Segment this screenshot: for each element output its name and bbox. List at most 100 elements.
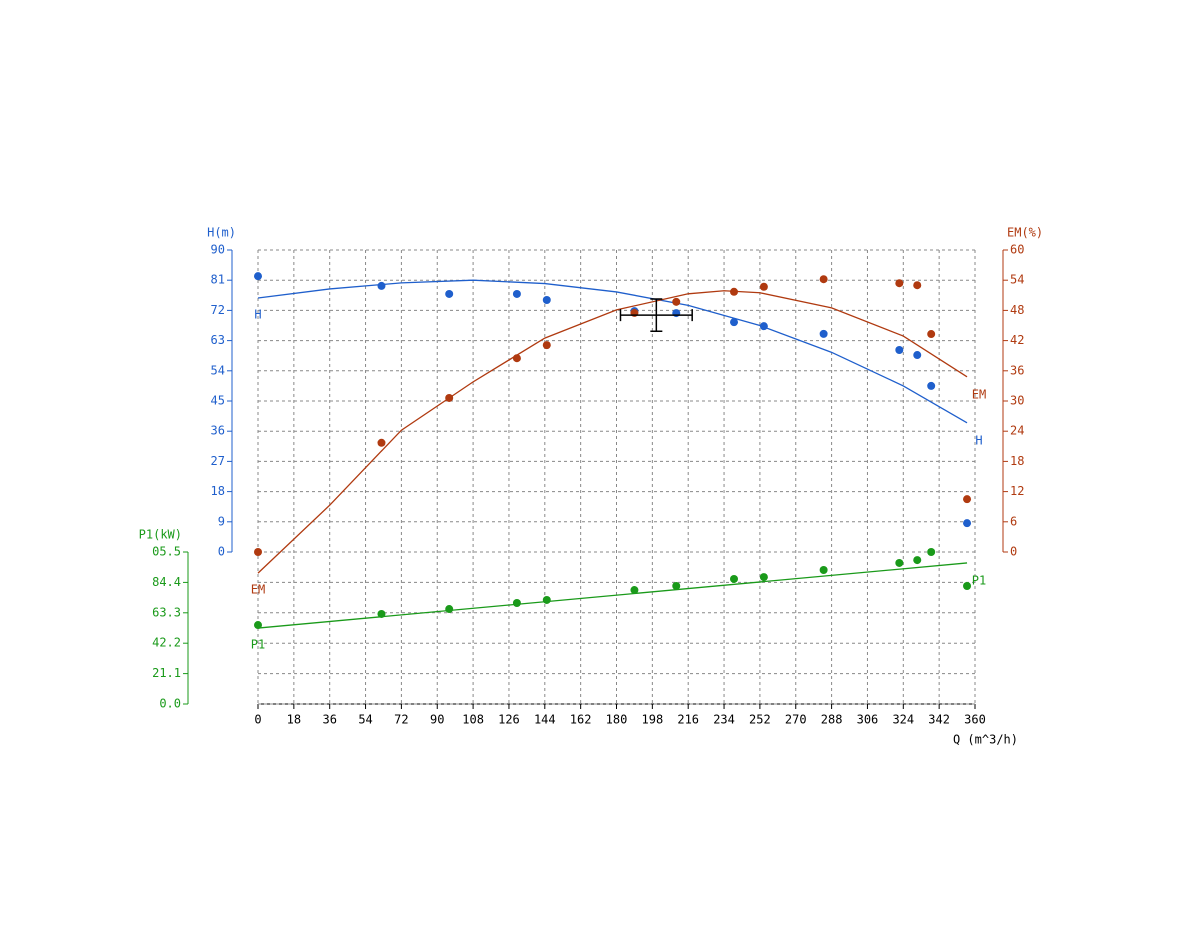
data-point bbox=[895, 558, 904, 567]
data-point bbox=[927, 330, 936, 339]
x-tick-label: 288 bbox=[821, 713, 843, 727]
data-point bbox=[542, 595, 551, 604]
y-tick-label: 45 bbox=[211, 394, 225, 408]
y-axis-title: H(m) bbox=[207, 226, 236, 240]
data-point bbox=[672, 297, 681, 306]
data-point bbox=[759, 322, 768, 331]
y-tick-label: 18 bbox=[211, 484, 225, 498]
x-tick-label: 72 bbox=[394, 713, 408, 727]
data-point bbox=[630, 586, 639, 595]
x-tick-label: 180 bbox=[606, 713, 628, 727]
curve-label: EM bbox=[251, 583, 265, 597]
data-point bbox=[759, 282, 768, 291]
y-tick-label: 42 bbox=[1010, 333, 1024, 347]
data-point bbox=[895, 345, 904, 354]
data-point bbox=[963, 582, 972, 591]
x-tick-label: 108 bbox=[462, 713, 484, 727]
x-tick-label: 90 bbox=[430, 713, 444, 727]
curve-label: H bbox=[975, 433, 982, 447]
y-axis-title: EM(%) bbox=[1007, 226, 1043, 240]
x-tick-label: 252 bbox=[749, 713, 771, 727]
x-tick-label: 126 bbox=[498, 713, 520, 727]
x-tick-label: 18 bbox=[287, 713, 301, 727]
data-point bbox=[254, 272, 262, 281]
data-point bbox=[445, 393, 454, 402]
y-tick-label: 0.0 bbox=[159, 697, 181, 711]
y-tick-label: 05.5 bbox=[152, 545, 181, 559]
y-tick-label: 81 bbox=[211, 273, 225, 287]
data-point bbox=[759, 573, 768, 582]
data-point bbox=[542, 341, 551, 350]
data-point bbox=[730, 318, 739, 327]
y-tick-label: 84.4 bbox=[152, 575, 181, 589]
y-tick-label: 60 bbox=[1010, 243, 1024, 257]
y-tick-label: 63.3 bbox=[152, 605, 181, 619]
y-tick-label: 27 bbox=[211, 454, 225, 468]
y-tick-label: 42.2 bbox=[152, 636, 181, 650]
data-point bbox=[819, 329, 828, 338]
data-point bbox=[512, 289, 521, 298]
data-point bbox=[672, 582, 681, 591]
data-point bbox=[445, 605, 454, 614]
data-point bbox=[963, 495, 972, 504]
fit-curve bbox=[257, 279, 968, 424]
data-point bbox=[730, 287, 739, 296]
x-tick-label: 54 bbox=[358, 713, 372, 727]
data-point bbox=[913, 556, 922, 565]
y-tick-label: 0 bbox=[218, 545, 225, 559]
curve-label: EM bbox=[972, 387, 986, 401]
y-tick-label: 72 bbox=[211, 303, 225, 317]
fit-curve bbox=[257, 290, 968, 574]
x-tick-label: 360 bbox=[964, 713, 986, 727]
y-tick-label: 30 bbox=[1010, 394, 1024, 408]
y-tick-label: 90 bbox=[211, 243, 225, 257]
y-tick-label: 0 bbox=[1010, 545, 1017, 559]
x-tick-label: 234 bbox=[713, 713, 735, 727]
data-point bbox=[254, 621, 262, 630]
x-tick-label: 306 bbox=[857, 713, 879, 727]
y-tick-label: 9 bbox=[218, 514, 225, 528]
y-tick-label: 54 bbox=[1010, 273, 1024, 287]
data-point bbox=[377, 438, 386, 447]
data-point bbox=[927, 548, 936, 556]
data-point bbox=[819, 566, 828, 575]
duty-point-y-error bbox=[650, 298, 663, 332]
data-point bbox=[512, 599, 521, 608]
curve-label: P1 bbox=[972, 573, 986, 587]
x-tick-label: 144 bbox=[534, 713, 556, 727]
y-tick-label: 12 bbox=[1010, 484, 1024, 498]
data-point bbox=[445, 289, 454, 298]
y-tick-label: 48 bbox=[1010, 303, 1024, 317]
y-axis-title: P1(kW) bbox=[139, 528, 182, 542]
data-point bbox=[819, 275, 828, 284]
x-tick-label: 0 bbox=[254, 713, 261, 727]
curve-label: P1 bbox=[251, 638, 265, 652]
x-axis-title: Q (m^3/h) bbox=[953, 733, 1018, 747]
data-point bbox=[927, 381, 936, 390]
data-point bbox=[542, 295, 551, 304]
x-tick-label: 162 bbox=[570, 713, 592, 727]
data-point bbox=[672, 309, 681, 318]
x-tick-label: 198 bbox=[642, 713, 664, 727]
data-point bbox=[377, 281, 386, 290]
y-tick-label: 24 bbox=[1010, 424, 1024, 438]
data-point bbox=[963, 519, 972, 528]
data-point bbox=[254, 548, 262, 556]
x-tick-label: 342 bbox=[928, 713, 950, 727]
curve-label: H bbox=[254, 307, 261, 321]
fit-curve bbox=[257, 562, 968, 629]
y-tick-label: 54 bbox=[211, 363, 225, 377]
x-tick-label: 216 bbox=[677, 713, 699, 727]
data-point bbox=[730, 574, 739, 583]
y-tick-label: 18 bbox=[1010, 454, 1024, 468]
x-tick-label: 324 bbox=[892, 713, 914, 727]
data-point bbox=[913, 351, 922, 360]
data-point bbox=[913, 281, 922, 290]
y-tick-label: 6 bbox=[1010, 514, 1017, 528]
data-point bbox=[377, 609, 386, 618]
y-tick-label: 63 bbox=[211, 333, 225, 347]
x-tick-label: 36 bbox=[322, 713, 336, 727]
data-point bbox=[895, 279, 904, 288]
